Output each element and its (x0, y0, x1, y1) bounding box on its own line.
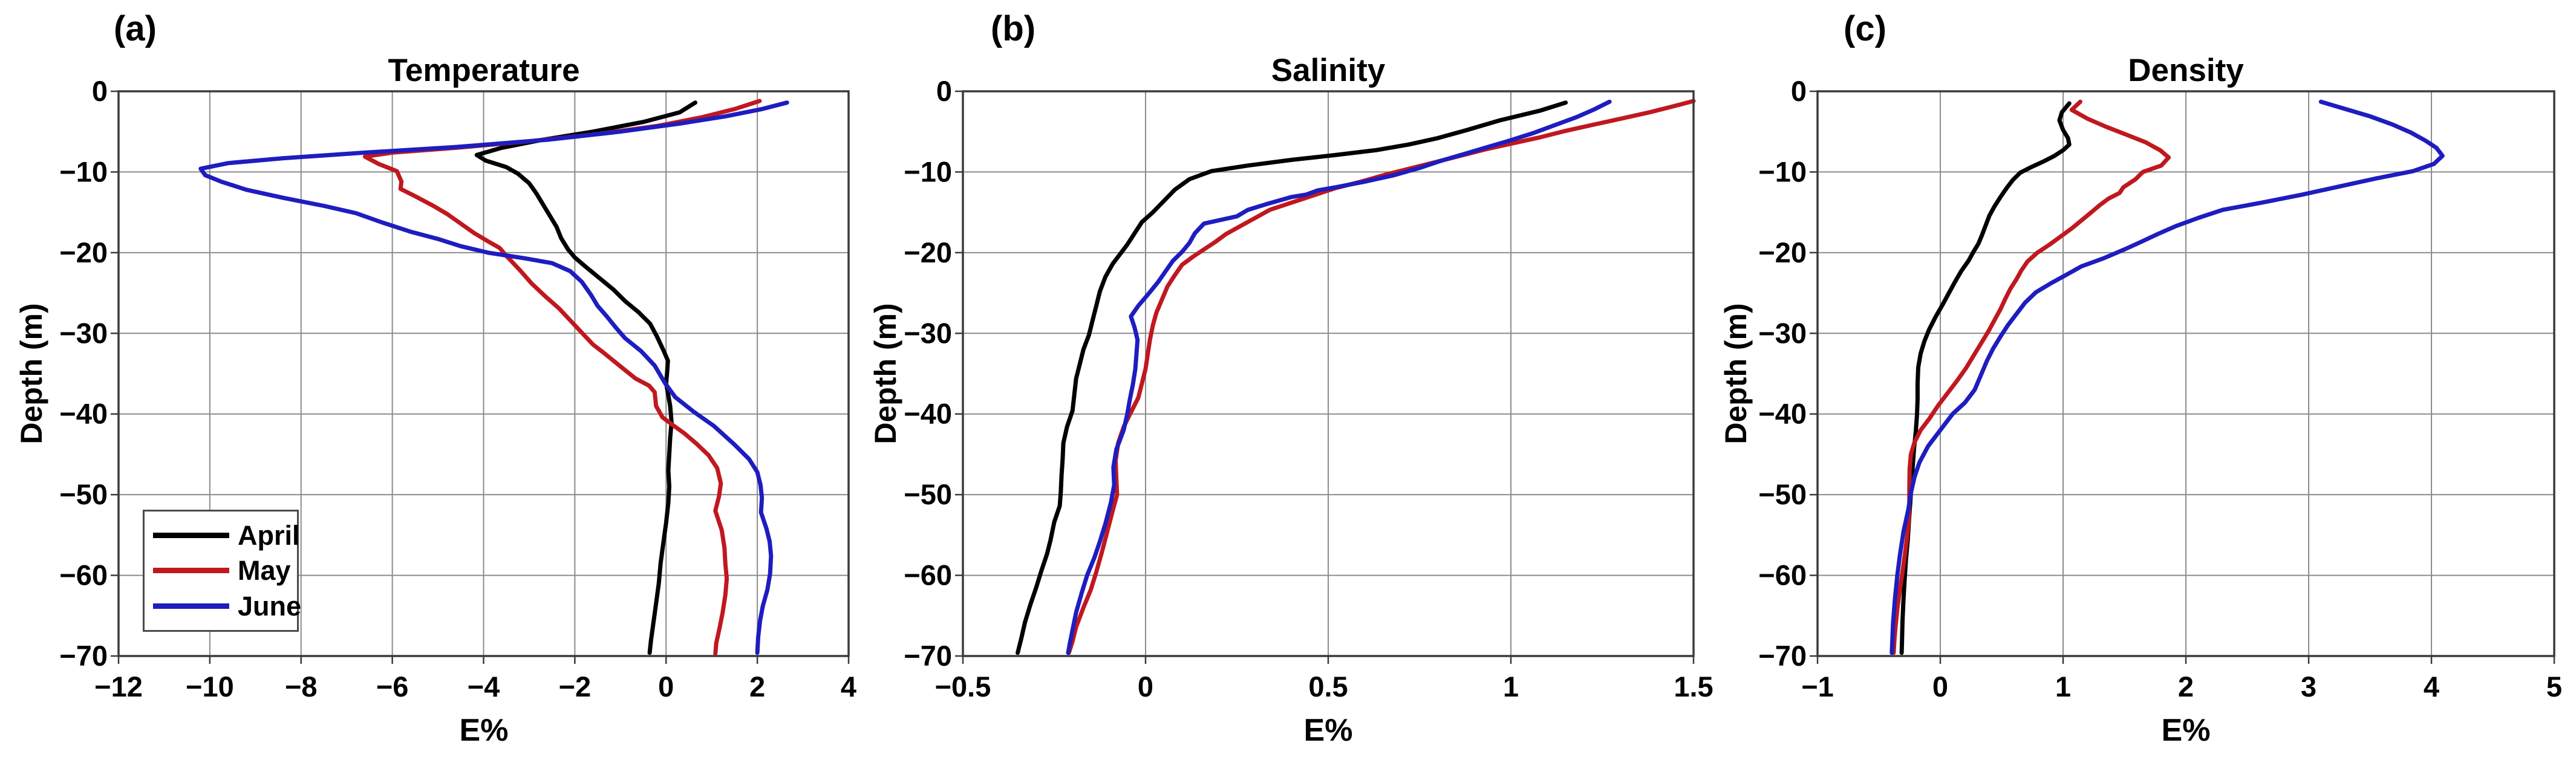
y-tick-label: −70 (904, 640, 952, 672)
x-tick-label: 2 (2178, 671, 2194, 703)
x-tick-label: 1 (2055, 671, 2071, 703)
x-tick-label: −1 (1801, 671, 1834, 703)
legend-item-may: May (153, 555, 291, 586)
legend-label-may: May (238, 555, 291, 586)
y-tick-label: −60 (59, 559, 108, 591)
panel-a-title: Temperature (388, 53, 580, 88)
legend: April May June (143, 510, 301, 632)
panel-a-yaxis-label: Depth (m) (15, 303, 48, 444)
x-tick-label: −10 (186, 671, 234, 703)
y-tick-label: −30 (904, 317, 952, 349)
y-tick-label: −20 (59, 236, 108, 268)
x-tick-label: 2 (749, 671, 765, 703)
y-tick-label: −50 (1758, 478, 1807, 510)
series-line-june (198, 100, 789, 655)
panel-b-xaxis-label: E% (1303, 713, 1353, 748)
y-tick-label: −40 (904, 398, 952, 430)
legend-item-june: June (153, 593, 301, 620)
y-tick-label: 0 (1791, 75, 1807, 107)
x-tick-label: 0 (1138, 671, 1153, 703)
series-line-may (1066, 99, 1696, 655)
y-tick-label: 0 (936, 75, 952, 107)
x-tick-label: −12 (94, 671, 143, 703)
x-tick-label: 0.5 (1308, 671, 1348, 703)
x-tick-label: −8 (285, 671, 318, 703)
x-tick-label: 4 (2424, 671, 2439, 703)
x-tick-label: −4 (468, 671, 500, 703)
x-tick-label: 1.5 (1674, 671, 1713, 703)
y-tick-label: −40 (1758, 398, 1807, 430)
legend-line-sample-april (153, 532, 229, 538)
y-tick-label: −60 (904, 559, 952, 591)
y-tick-label: −50 (904, 478, 952, 510)
panel-c-xaxis-label: E% (2161, 713, 2211, 748)
y-tick-label: −30 (1758, 317, 1807, 349)
series-line-april (474, 100, 697, 655)
x-tick-label: 3 (2301, 671, 2317, 703)
y-tick-label: −50 (59, 478, 108, 510)
series-line-may (362, 99, 762, 656)
x-tick-label: 0 (1932, 671, 1948, 703)
panel-label-b: (b) (991, 9, 1036, 48)
x-tick-label: 4 (841, 671, 856, 703)
series-line-may (1891, 99, 2171, 655)
panel-c-yaxis-label: Depth (m) (1719, 303, 1753, 444)
series-line-april (1016, 100, 1568, 655)
y-tick-label: 0 (92, 75, 108, 107)
panel-c-title: Density (2128, 53, 2244, 88)
series-line-june (1890, 99, 2445, 655)
legend-label-june: June (238, 591, 302, 622)
x-tick-label: 1 (1503, 671, 1519, 703)
panel-b-title: Salinity (1271, 53, 1386, 88)
y-tick-label: −40 (59, 398, 108, 430)
y-tick-label: −10 (1758, 155, 1807, 187)
y-tick-label: −30 (59, 317, 108, 349)
legend-label-april: April (238, 519, 300, 551)
legend-item-april: April (153, 522, 300, 549)
x-tick-label: −2 (559, 671, 592, 703)
x-tick-label: −0.5 (935, 671, 991, 703)
panel-label-a: (a) (114, 9, 157, 48)
legend-line-sample-may (153, 568, 229, 574)
x-tick-label: 5 (2546, 671, 2562, 703)
y-tick-label: −10 (59, 155, 108, 187)
y-tick-label: −20 (904, 236, 952, 268)
series-line-june (1066, 99, 1612, 655)
y-tick-label: −10 (904, 155, 952, 187)
y-tick-label: −70 (1758, 640, 1807, 672)
x-tick-label: −6 (376, 671, 409, 703)
panel-label-c: (c) (1844, 9, 1886, 48)
y-tick-label: −70 (59, 640, 108, 672)
legend-line-sample-june (153, 603, 229, 609)
panel-a-xaxis-label: E% (459, 713, 509, 748)
panel-b-yaxis-label: Depth (m) (869, 303, 902, 444)
y-tick-label: −20 (1758, 236, 1807, 268)
y-tick-label: −60 (1758, 559, 1807, 591)
series-line-april (1899, 101, 2072, 655)
x-tick-label: 0 (658, 671, 674, 703)
